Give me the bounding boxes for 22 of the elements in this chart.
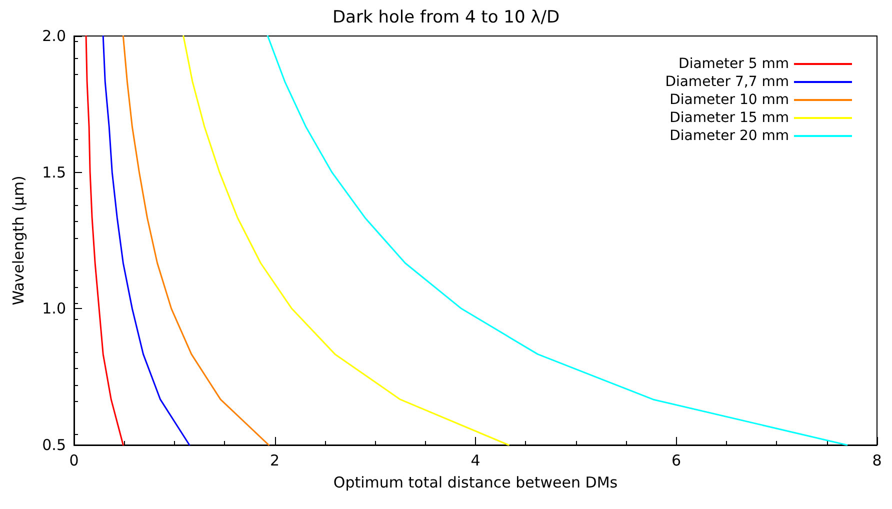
x-tick-label: 0 [69, 452, 79, 470]
x-tick-label: 8 [872, 452, 882, 470]
x-axis-title: Optimum total distance between DMs [333, 474, 618, 492]
legend-label: Diameter 20 mm [670, 128, 789, 144]
line-series [102, 35, 190, 446]
x-tick-label: 4 [470, 452, 480, 470]
legend-label: Diameter 10 mm [670, 92, 789, 108]
y-tick-label: 1.0 [42, 300, 66, 318]
y-tick-label: 0.5 [42, 436, 66, 454]
legend-label: Diameter 7,7 mm [665, 74, 789, 90]
line-series [266, 35, 848, 446]
legend-label: Diameter 15 mm [670, 110, 789, 126]
y-tick-label: 1.5 [42, 163, 66, 182]
chart-title: Dark hole from 4 to 10 λ/D [332, 8, 560, 28]
y-tick-label: 2.0 [42, 27, 66, 45]
line-series [182, 35, 510, 446]
x-tick-label: 2 [270, 452, 280, 470]
line-series [122, 35, 270, 446]
legend-label: Diameter 5 mm [678, 56, 789, 72]
line-series [85, 35, 124, 446]
x-tick-label: 6 [671, 452, 682, 470]
y-axis-title: Wavelength (μm) [10, 176, 28, 306]
